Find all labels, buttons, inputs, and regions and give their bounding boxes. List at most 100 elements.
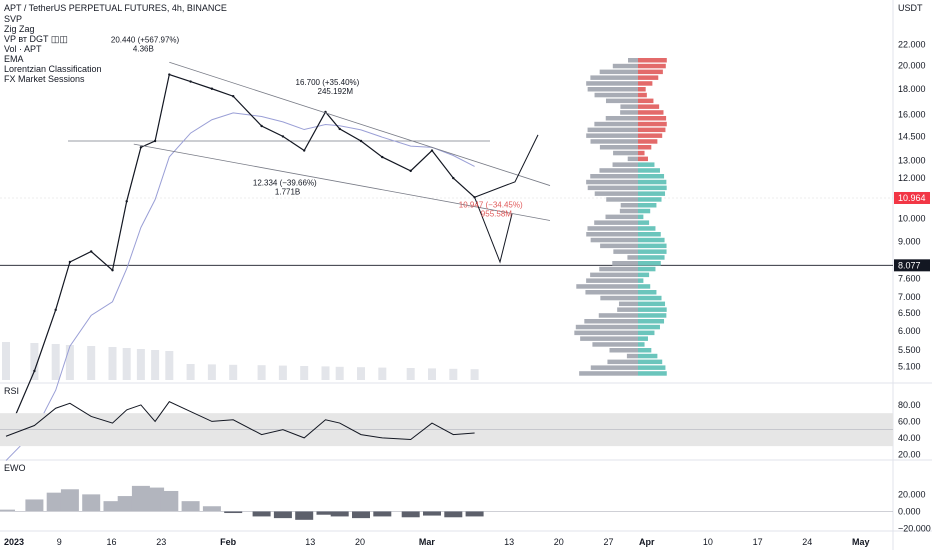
vp-bar-left [592,342,638,347]
y-tick-label: 16.000 [898,110,926,120]
price-tag-bg [894,259,930,272]
rsi-tick-label: 40.00 [898,433,921,443]
pivot-annotation-sub: 4.36B [133,45,154,54]
vp-bar-right [638,272,650,278]
vp-bar-right [638,278,644,283]
vp-bar-left [586,81,638,86]
rsi-pane[interactable] [0,401,893,447]
wedge-lower [133,143,551,221]
x-tick-label: 13 [504,537,514,547]
ewo-pane[interactable] [0,485,893,520]
y-tick-label: 5.500 [898,345,921,355]
volume-bar [165,351,174,380]
ewo-bar [330,511,349,517]
volume-bar [108,347,117,380]
price-tag: 10.964 [894,191,930,204]
vp-bar-right [638,63,666,69]
indicator-label: Zig Zag [4,24,35,34]
vp-bar-left [599,266,638,272]
ewo-bar [444,511,463,518]
price-point [139,146,143,149]
vp-bar-right [638,150,645,156]
vp-bar-left [576,284,638,289]
pivot-annotation-sub: 955.58M [481,210,512,219]
vp-bar-right [638,168,660,173]
vp-bar-right [638,203,657,208]
vp-bar-left [586,278,638,283]
pivot-annotation-sub: 1.771B [275,188,300,197]
vp-bar-right [638,174,665,179]
ema-line [5,112,475,461]
ewo-bar [131,485,150,512]
vp-bar-right [638,365,666,370]
vp-bar-left [600,243,638,249]
vp-bar-left [590,272,638,278]
vp-bar-left [599,145,638,150]
vp-bar-left [586,232,638,237]
x-tick-label: 23 [156,537,166,547]
vp-bar-left [594,121,638,127]
pivot-annotation: 10.947 (−34.45%) [459,201,523,210]
volume-bar [136,349,145,380]
vp-bar-left [607,359,638,365]
x-tick-label: 10 [703,537,713,547]
vp-bar-left [586,179,638,185]
vp-bar-left [627,255,638,260]
price-tag: 8.077 [894,259,930,272]
pivot-annotation: 12.334 (−39.66%) [253,179,317,188]
time-axis[interactable]: 2023 9 16 23 Feb 13 20 Mar 13 20 27 Apr 10 17 24 May [4,537,870,547]
vp-bar-right [638,226,656,231]
volume-bar [207,364,216,380]
volume-bar [357,367,365,380]
price-axis[interactable]: 22.000 20.000 18.000 16.000 14.500 13.000 12.0… [894,40,931,534]
vp-bar-right [638,69,663,75]
ewo-bar [401,511,420,518]
y-tick-label: 9.000 [898,236,921,246]
vp-bar-right [638,133,663,138]
x-tick-label: 13 [305,537,315,547]
vp-bar-right [638,92,647,98]
vp-bar-left [605,98,638,104]
vp-bar-right [638,121,667,127]
ewo-bar [82,494,101,512]
vp-bar-right [638,75,659,80]
price-point [409,169,412,173]
vp-bar-right [638,348,652,353]
y-tick-label: 10.000 [898,213,926,223]
ewo-title: EWO [4,463,26,473]
price-pane[interactable]: 20.440 (+567.97%)4.36B 16.700 (+35.40%)24… [0,36,893,461]
x-tick-label: Apr [639,537,655,547]
price-point [260,124,263,128]
x-tick-label: May [852,537,870,547]
price-point [33,369,36,373]
pivot-annotation-sub: 245.192M [318,87,354,96]
vp-bar-left [586,133,638,138]
price-point [68,260,72,264]
vp-bar-left [594,191,638,196]
pivot-annotation: 16.700 (+35.40%) [296,78,360,87]
rsi-line [5,401,475,441]
vp-bar-right [638,319,665,324]
vp-bar-left [590,139,638,144]
x-tick-label: Feb [220,537,237,547]
x-tick-label: 20 [554,537,564,547]
vp-bar-left [612,261,638,266]
volume-bar [300,366,309,380]
rsi-tick-label: 20.00 [898,449,921,459]
ewo-tick-label: 20.000 [898,489,926,499]
price-point [125,200,128,203]
vp-bar-left [587,127,638,133]
vp-bar-left [594,92,638,98]
volume-bar [2,342,10,380]
rsi-title: RSI [4,386,19,396]
vp-bar-right [638,145,652,150]
vp-bar-right [638,243,667,249]
y-tick-label: 7.000 [898,292,921,302]
vp-bar-left [585,290,638,295]
vp-bar-right [638,255,665,260]
vp-bar-left [587,185,638,191]
volume-bar [428,368,436,380]
y-tick-label: 22.000 [898,40,926,50]
vp-bar-right [638,185,667,191]
